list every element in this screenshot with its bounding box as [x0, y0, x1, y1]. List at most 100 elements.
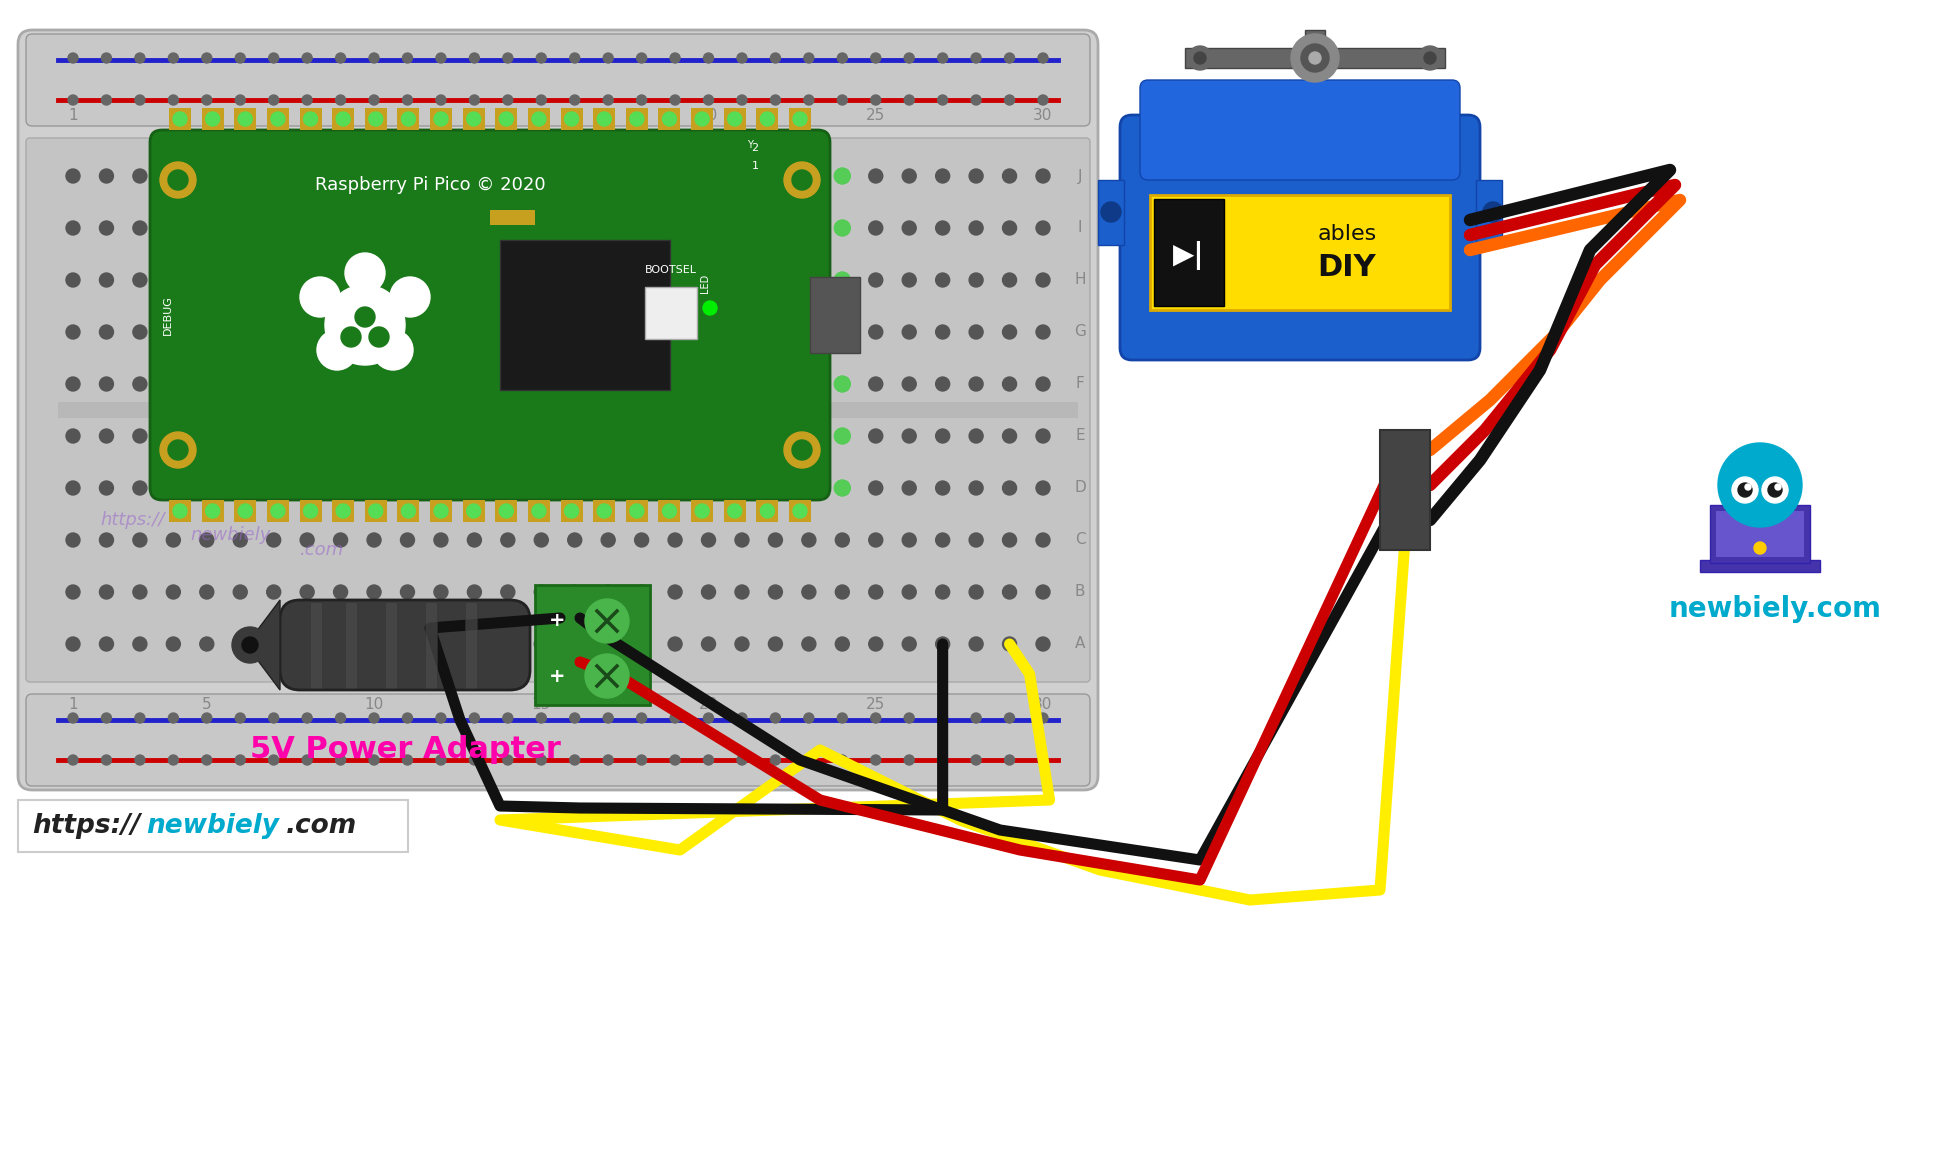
Circle shape	[499, 480, 517, 496]
Circle shape	[268, 755, 280, 765]
Circle shape	[1002, 637, 1016, 651]
Circle shape	[701, 272, 717, 288]
Circle shape	[728, 112, 742, 126]
Circle shape	[134, 95, 146, 105]
Circle shape	[802, 585, 816, 599]
Circle shape	[99, 325, 113, 339]
Circle shape	[468, 585, 482, 599]
Circle shape	[1039, 53, 1049, 63]
Bar	[1305, 30, 1324, 58]
Circle shape	[499, 112, 513, 126]
Circle shape	[266, 428, 282, 444]
Bar	[625, 108, 649, 130]
Circle shape	[1002, 377, 1016, 391]
Bar	[429, 500, 452, 522]
Circle shape	[604, 53, 614, 63]
Circle shape	[369, 95, 379, 105]
Circle shape	[367, 585, 381, 599]
Circle shape	[132, 533, 148, 547]
Text: 30: 30	[1033, 108, 1053, 123]
Text: 20: 20	[699, 108, 719, 123]
Text: LED: LED	[699, 273, 711, 293]
Circle shape	[132, 429, 148, 443]
Circle shape	[1035, 429, 1051, 443]
Circle shape	[470, 755, 480, 765]
Circle shape	[365, 480, 383, 496]
Bar	[592, 108, 616, 130]
Circle shape	[169, 440, 188, 460]
Circle shape	[470, 95, 480, 105]
Circle shape	[567, 168, 583, 183]
Bar	[724, 108, 746, 130]
Circle shape	[971, 53, 981, 63]
Circle shape	[701, 168, 717, 183]
Circle shape	[1423, 52, 1435, 63]
Circle shape	[400, 480, 416, 496]
Circle shape	[400, 428, 416, 444]
Circle shape	[536, 755, 546, 765]
Bar	[266, 500, 289, 522]
Circle shape	[198, 376, 216, 392]
Circle shape	[206, 504, 219, 518]
Circle shape	[703, 301, 717, 315]
Text: 1: 1	[752, 162, 759, 171]
Circle shape	[402, 755, 412, 765]
Bar	[1711, 505, 1810, 563]
Circle shape	[868, 377, 884, 391]
Circle shape	[567, 585, 583, 599]
Circle shape	[235, 713, 245, 724]
Circle shape	[332, 428, 348, 444]
Bar	[724, 500, 746, 522]
Circle shape	[767, 376, 783, 392]
Circle shape	[468, 533, 482, 547]
Circle shape	[534, 168, 550, 183]
Circle shape	[936, 377, 950, 391]
Text: 1: 1	[68, 697, 78, 712]
Circle shape	[868, 325, 884, 339]
Circle shape	[373, 330, 414, 370]
Circle shape	[903, 325, 917, 339]
Circle shape	[761, 112, 775, 126]
Text: E: E	[1076, 428, 1086, 443]
Circle shape	[800, 168, 818, 183]
Circle shape	[1035, 585, 1051, 599]
Circle shape	[301, 637, 315, 651]
Circle shape	[800, 324, 818, 340]
Circle shape	[68, 713, 78, 724]
Circle shape	[159, 432, 196, 469]
Circle shape	[703, 95, 713, 105]
Text: F: F	[1076, 376, 1084, 391]
Circle shape	[868, 222, 884, 235]
Circle shape	[369, 112, 383, 126]
Circle shape	[132, 377, 148, 391]
Circle shape	[534, 272, 550, 288]
Circle shape	[1035, 222, 1051, 235]
Circle shape	[233, 376, 249, 392]
Circle shape	[433, 428, 449, 444]
Text: 5: 5	[202, 697, 212, 712]
Circle shape	[336, 504, 350, 518]
Circle shape	[466, 324, 482, 340]
Circle shape	[666, 480, 684, 496]
Circle shape	[569, 713, 581, 724]
Circle shape	[734, 480, 750, 496]
Circle shape	[169, 53, 179, 63]
FancyBboxPatch shape	[25, 138, 1089, 682]
Circle shape	[332, 220, 348, 237]
Circle shape	[969, 325, 983, 339]
Circle shape	[835, 220, 851, 237]
Bar	[332, 108, 353, 130]
Text: 25: 25	[866, 697, 886, 712]
Circle shape	[233, 220, 249, 237]
Circle shape	[534, 324, 550, 340]
Text: Y: Y	[748, 140, 753, 150]
Circle shape	[342, 327, 361, 347]
Circle shape	[835, 637, 849, 651]
Circle shape	[66, 273, 80, 287]
Circle shape	[173, 504, 186, 518]
Circle shape	[470, 713, 480, 724]
Circle shape	[336, 112, 350, 126]
Bar	[266, 108, 289, 130]
Circle shape	[637, 95, 647, 105]
Circle shape	[324, 285, 406, 365]
